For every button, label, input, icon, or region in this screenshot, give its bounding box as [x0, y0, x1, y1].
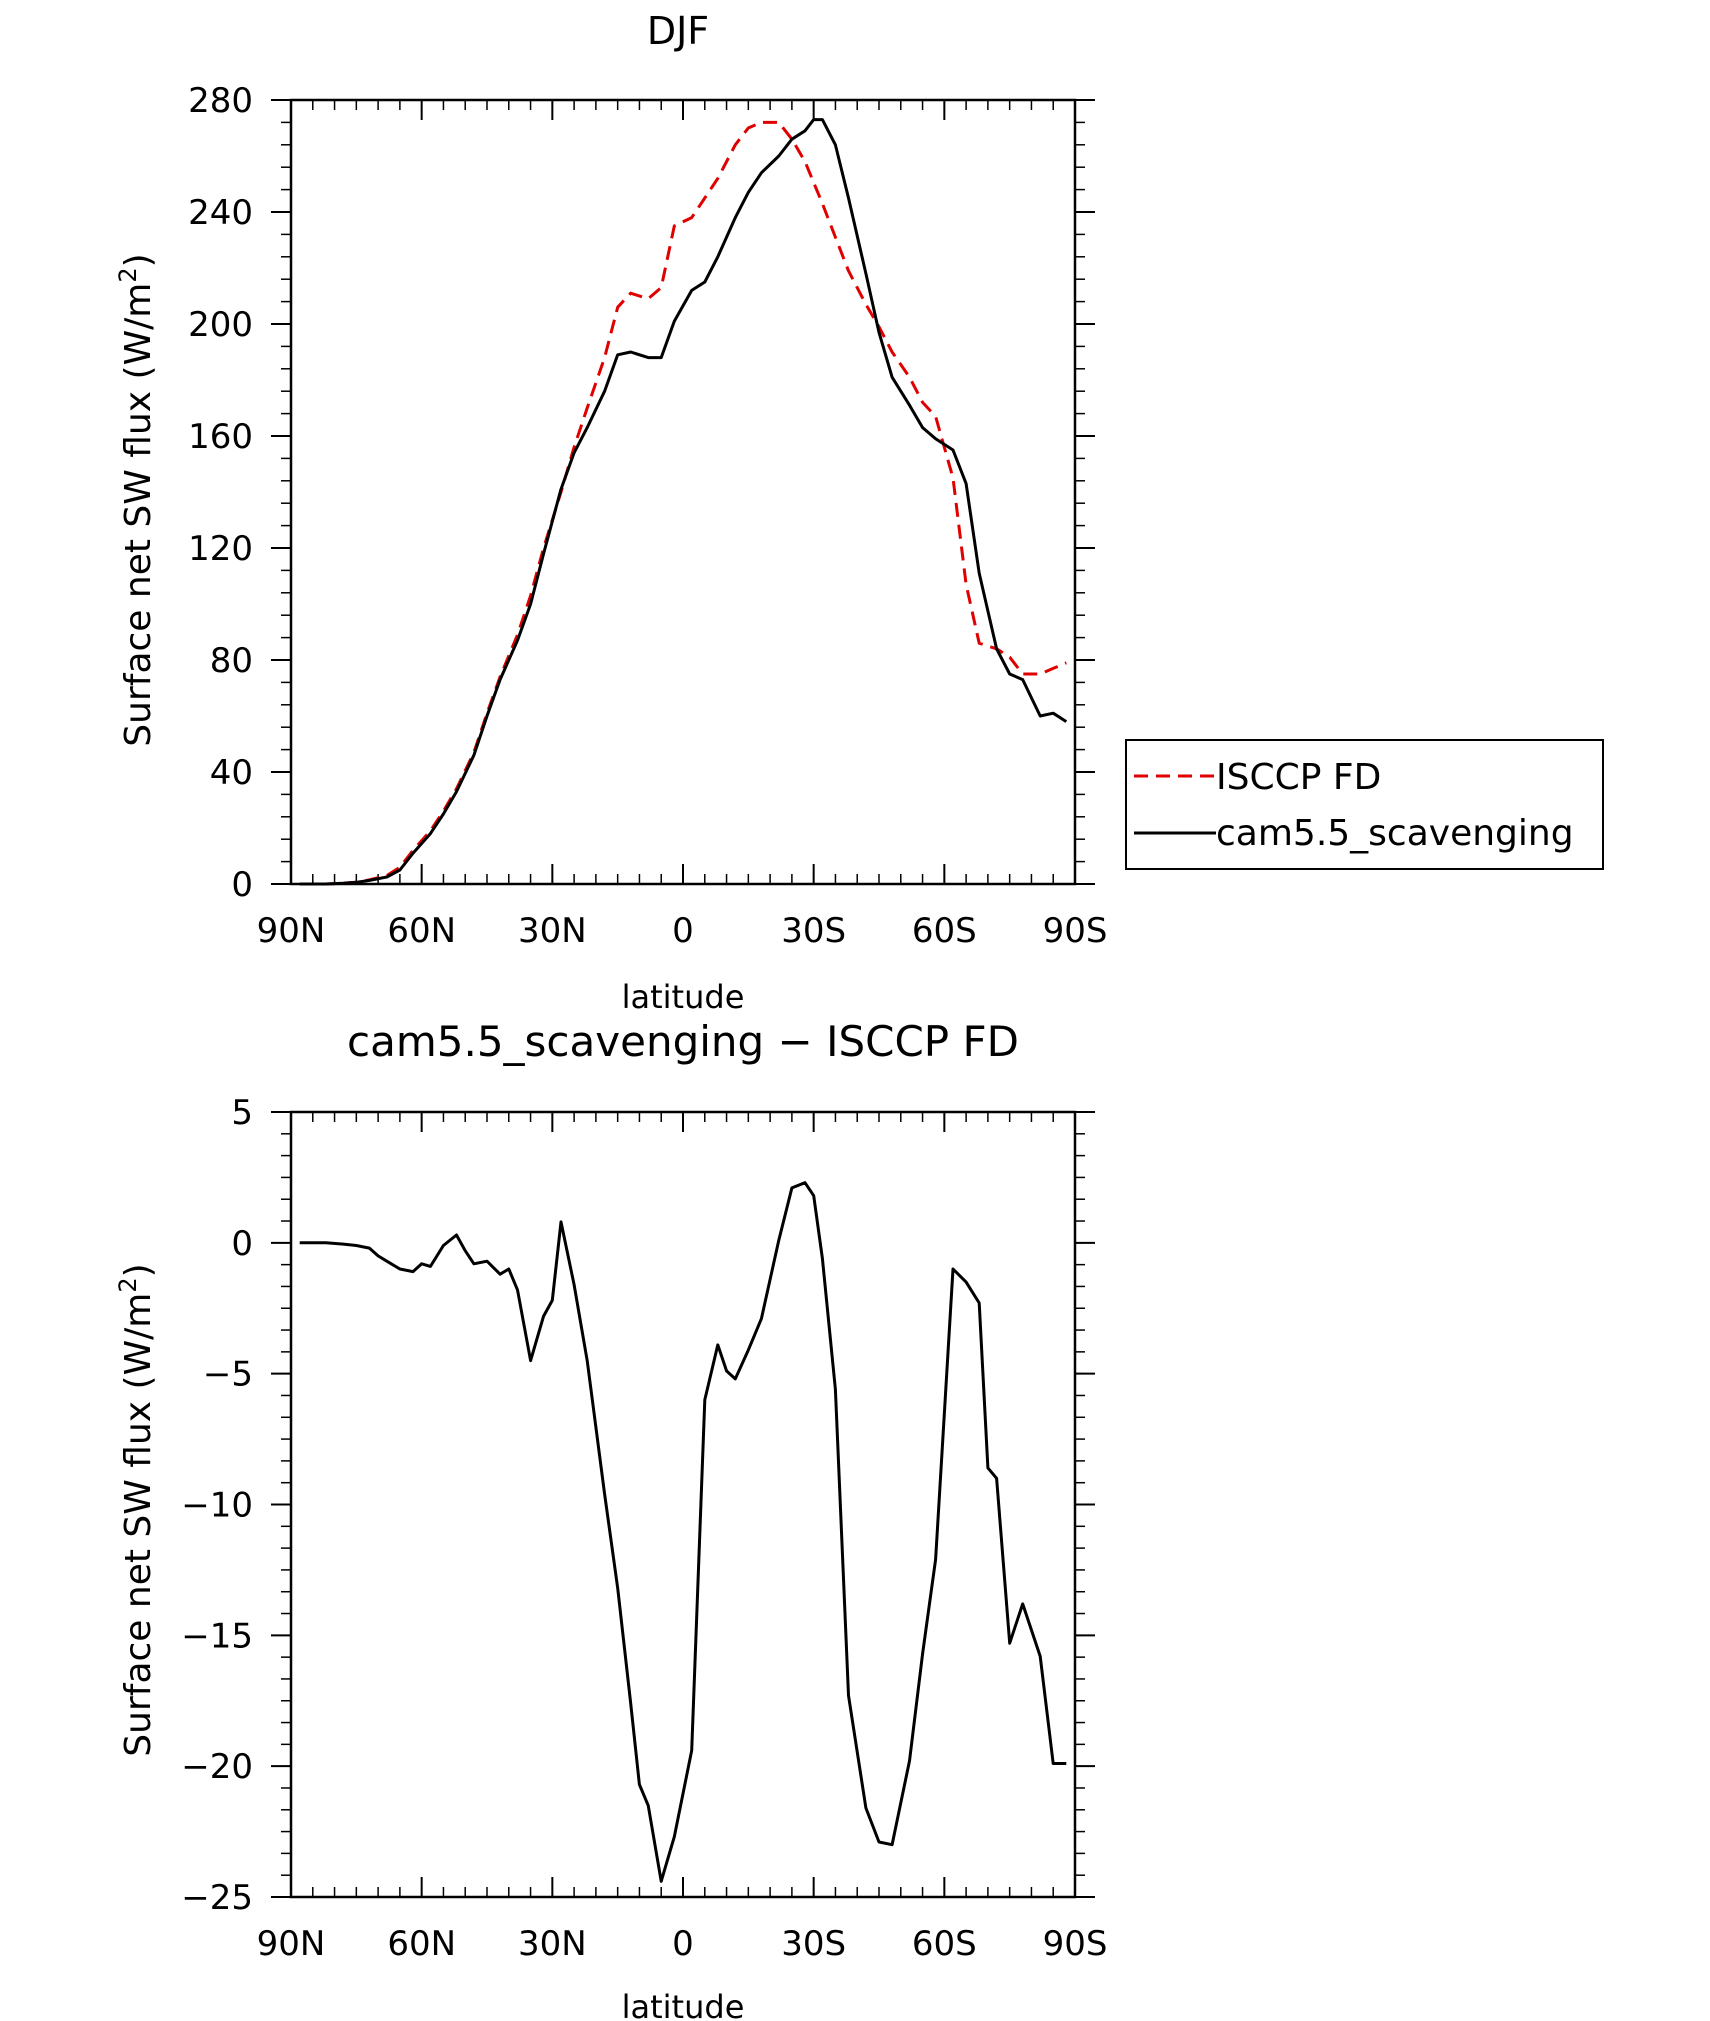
y-tick-label: −20 [181, 1747, 253, 1787]
chart-title: cam5.5_scavenging − ISCCP FD [347, 1017, 1019, 1066]
legend-label-cam5.5-scavenging: cam5.5_scavenging [1216, 813, 1574, 854]
legend-label-isccp-fd: ISCCP FD [1216, 757, 1381, 798]
top-panel-djf: DJF latitude Surface net SW flux (W/m2) … [114, 9, 1604, 1016]
y-tick-label: −15 [181, 1616, 253, 1656]
plot-frame [289, 1110, 1077, 1899]
y-axis-label-main: Surface net SW flux (W/m [118, 283, 159, 747]
x-tick-label: 30S [781, 911, 846, 951]
y-tick-label: 0 [231, 1224, 253, 1264]
y-tick-label: −25 [181, 1878, 253, 1918]
y-tick-label: 160 [188, 417, 253, 457]
series-line-isccp-fd [299, 120, 1067, 886]
y-tick-label: 80 [210, 641, 253, 681]
y-tick-label: 200 [188, 305, 253, 345]
x-axis-label: latitude [622, 1988, 745, 2021]
x-tick-label: 60S [912, 911, 977, 951]
x-tick-label: 90N [257, 1924, 326, 1964]
axis-ticks: 90N 60N 30N 0 30S 60S 90S 0 40 80 120 160 200 240 280 [188, 81, 1107, 951]
y-axis-label-close: ) [118, 253, 159, 267]
plot-frame [289, 98, 1077, 886]
x-tick-label: 90N [257, 911, 326, 951]
x-tick-label: 0 [672, 1924, 694, 1964]
series-line-difference [299, 1181, 1067, 1883]
y-tick-label: −5 [203, 1355, 253, 1395]
series-line-cam5.5-scavenging [299, 118, 1068, 886]
y-tick-label: 240 [188, 193, 253, 233]
y-tick-label: 280 [188, 81, 253, 121]
x-tick-label: 90S [1043, 1924, 1108, 1964]
x-tick-label: 30N [518, 911, 587, 951]
y-tick-label: 120 [188, 529, 253, 569]
y-axis-label-superscript: 2 [114, 1277, 142, 1292]
x-tick-label: 60N [387, 911, 456, 951]
x-axis-label: latitude [622, 978, 745, 1016]
x-tick-label: 30N [518, 1924, 587, 1964]
x-tick-label: 60N [387, 1924, 456, 1964]
y-tick-label: 0 [231, 865, 253, 905]
x-tick-label: 60S [912, 1924, 977, 1964]
y-axis-label-superscript: 2 [114, 267, 142, 282]
x-tick-label: 0 [672, 911, 694, 951]
axis-ticks: 90N 60N 30N 0 30S 60S 90S 5 0 −5 −10 −15 −20 −25 [181, 1093, 1107, 1964]
y-axis-label-close: ) [118, 1263, 159, 1277]
y-axis-label: Surface net SW flux (W/m2) [114, 253, 159, 746]
y-axis-label-main: Surface net SW flux (W/m [118, 1293, 159, 1757]
bottom-panel-difference: cam5.5_scavenging − ISCCP FD latitude Su… [114, 1017, 1107, 2021]
y-tick-label: −10 [181, 1486, 253, 1526]
x-tick-label: 90S [1043, 911, 1108, 951]
legend-box [1125, 739, 1604, 870]
y-tick-label: 40 [210, 753, 253, 793]
chart-title: DJF [647, 9, 709, 53]
x-tick-label: 30S [781, 1924, 846, 1964]
y-tick-label: 5 [231, 1093, 253, 1133]
legend: ISCCP FD cam5.5_scavenging [1125, 739, 1604, 870]
y-axis-label: Surface net SW flux (W/m2) [114, 1263, 159, 1756]
